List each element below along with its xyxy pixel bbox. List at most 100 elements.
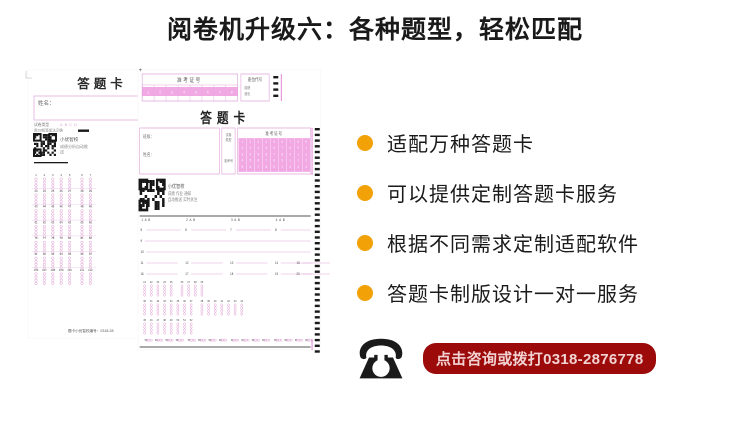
- svg-text:14: 14: [275, 261, 278, 265]
- svg-text:96: 96: [80, 252, 84, 256]
- svg-text:6: 6: [207, 90, 209, 94]
- svg-text:15: 15: [297, 261, 300, 265]
- svg-text:43: 43: [234, 299, 237, 303]
- svg-text:成绩: 成绩: [244, 85, 251, 90]
- svg-text:7: 7: [219, 90, 221, 94]
- svg-text:52: 52: [190, 318, 193, 322]
- svg-text:44: 44: [240, 299, 243, 303]
- svg-text:76: 76: [34, 236, 38, 240]
- svg-text:28: 28: [194, 280, 197, 284]
- svg-text:47: 47: [157, 318, 160, 322]
- svg-text:姓名：: 姓名：: [38, 99, 55, 107]
- svg-text:5: 5: [195, 90, 197, 94]
- svg-text:39: 39: [207, 299, 210, 303]
- svg-text:62: 62: [43, 220, 47, 224]
- svg-text:小优智校: 小优智校: [168, 183, 185, 191]
- svg-text:3 A B: 3 A B: [231, 218, 241, 222]
- svg-text:18: 18: [230, 272, 233, 276]
- svg-text:25: 25: [170, 280, 173, 284]
- svg-text:21: 21: [143, 280, 146, 284]
- svg-text:5: 5: [140, 228, 142, 232]
- svg-text:+: +: [139, 68, 142, 75]
- svg-text:65: 65: [68, 220, 72, 224]
- svg-text:23: 23: [34, 189, 38, 193]
- svg-text:用2B铅笔如法示确: 用2B铅笔如法示确: [34, 128, 63, 133]
- svg-text:45: 45: [143, 318, 146, 322]
- svg-text:10: 10: [140, 250, 143, 254]
- svg-text:33: 33: [163, 299, 166, 303]
- svg-text:24: 24: [163, 280, 166, 284]
- svg-text:47: 47: [68, 205, 72, 209]
- svg-text:46: 46: [60, 205, 64, 209]
- svg-text:试卷: 试卷: [225, 132, 232, 137]
- svg-text:27: 27: [187, 280, 190, 284]
- svg-text:46: 46: [150, 318, 153, 322]
- svg-text:29: 29: [89, 189, 93, 193]
- svg-text:送: 送: [60, 149, 64, 155]
- svg-text:8: 8: [231, 90, 233, 94]
- svg-text:49: 49: [89, 205, 93, 209]
- svg-text:34: 34: [170, 299, 173, 303]
- svg-text:答题卡: 答题卡: [77, 76, 127, 91]
- svg-text:36: 36: [183, 299, 186, 303]
- svg-text:自动推送 实时关注: 自动推送 实时关注: [168, 197, 197, 202]
- svg-text:2 A B: 2 A B: [186, 218, 196, 222]
- svg-text:77: 77: [43, 236, 47, 240]
- svg-text:44: 44: [43, 205, 47, 209]
- svg-text:17: 17: [185, 272, 188, 276]
- svg-text:6: 6: [185, 228, 187, 232]
- svg-text:50: 50: [176, 318, 179, 322]
- svg-text:成绩分析自动推: 成绩分析自动推: [60, 143, 88, 149]
- svg-text:79: 79: [60, 236, 64, 240]
- svg-text:题卡小优智校编号：0318-28: 题卡小优智校编号：0318-28: [68, 328, 114, 333]
- svg-text:95: 95: [68, 252, 72, 256]
- svg-text:姓名：: 姓名：: [143, 151, 154, 158]
- svg-text:37: 37: [190, 299, 193, 303]
- svg-text:准考号: 准考号: [224, 158, 234, 163]
- svg-text:19: 19: [275, 272, 278, 276]
- svg-text:7: 7: [230, 228, 232, 232]
- svg-text:40: 40: [214, 299, 217, 303]
- svg-text:43: 43: [34, 205, 38, 209]
- svg-text:108: 108: [50, 268, 55, 272]
- svg-text:78: 78: [51, 236, 55, 240]
- svg-text:1: 1: [147, 90, 149, 94]
- svg-text:班级：: 班级：: [143, 133, 154, 140]
- svg-text:准考证号: 准考证号: [177, 77, 202, 85]
- svg-text:26: 26: [181, 280, 184, 284]
- svg-text:51: 51: [183, 318, 186, 322]
- svg-text:答题卡: 答题卡: [199, 110, 250, 126]
- svg-text:12: 12: [185, 261, 188, 265]
- svg-text:准化: 准化: [244, 91, 251, 96]
- svg-text:27: 27: [68, 189, 72, 193]
- svg-text:48: 48: [80, 205, 84, 209]
- svg-text:20: 20: [297, 272, 300, 276]
- svg-text:110: 110: [67, 268, 72, 272]
- svg-text:28: 28: [80, 189, 84, 193]
- svg-text:41: 41: [220, 299, 223, 303]
- svg-text:26: 26: [60, 189, 64, 193]
- svg-text:24: 24: [43, 189, 47, 193]
- svg-text:11: 11: [140, 261, 143, 265]
- svg-text:66: 66: [89, 220, 93, 224]
- svg-text:16: 16: [140, 272, 143, 276]
- svg-text:111: 111: [80, 268, 85, 272]
- svg-text:3: 3: [171, 90, 173, 94]
- svg-text:4: 4: [183, 90, 185, 94]
- svg-text:准考证号: 准考证号: [265, 131, 283, 136]
- svg-text:23: 23: [157, 280, 160, 284]
- svg-text:35: 35: [176, 299, 179, 303]
- svg-text:4 A B: 4 A B: [276, 218, 286, 222]
- svg-text:106: 106: [34, 268, 39, 272]
- svg-text:92: 92: [43, 252, 47, 256]
- svg-text:94: 94: [60, 252, 64, 256]
- svg-text:8: 8: [275, 228, 277, 232]
- svg-text:22: 22: [150, 280, 153, 284]
- svg-text:38: 38: [201, 299, 204, 303]
- svg-text:成绩 作业 通知: 成绩 作业 通知: [168, 191, 191, 196]
- svg-text:试卷类型: 试卷类型: [34, 122, 49, 127]
- svg-text:25: 25: [51, 189, 55, 193]
- svg-text:91: 91: [34, 252, 38, 256]
- svg-text:64: 64: [60, 220, 64, 224]
- svg-text:109: 109: [59, 268, 64, 272]
